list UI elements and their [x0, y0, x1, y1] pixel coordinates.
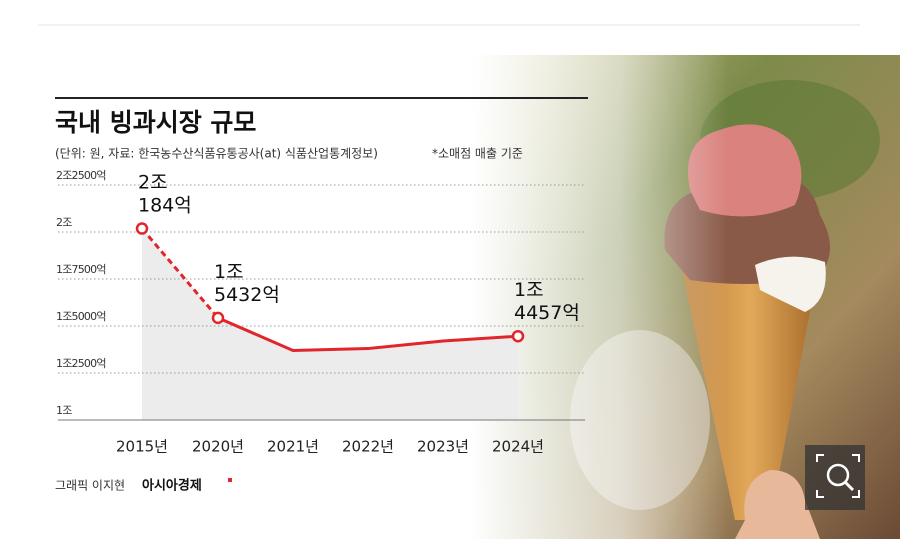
point — [211, 311, 225, 325]
y-tick-label: 1조5000억 — [56, 310, 106, 323]
point — [511, 329, 525, 343]
value-label: 1조 4457억 — [514, 279, 580, 324]
y-tick-label: 2조2500억 — [56, 169, 106, 182]
x-tick-label: 2023년 — [417, 438, 469, 456]
value-label-line: 1조 — [514, 279, 544, 301]
source-mark — [228, 478, 232, 482]
area — [142, 228, 518, 420]
line — [217, 316, 519, 352]
x-tick-label: 2024년 — [492, 438, 544, 456]
subtitle: (단위: 원, 자료: 한국농수산식품유통공사(at) 식품산업통계정보) — [55, 147, 378, 161]
y-tick-label: 1조 — [56, 404, 72, 417]
value-label-line: 2조 — [138, 171, 168, 193]
value-label-line: 1조 — [214, 260, 244, 282]
x-tick-label: 2020년 — [192, 438, 244, 456]
source: 아시아경제 — [142, 478, 202, 494]
y-tick-label: 1조2500억 — [56, 357, 106, 370]
chart-title: 국내 빙과시장 규모 — [55, 108, 256, 137]
value-label: 1조 5432억 — [214, 260, 280, 305]
value-label-line: 184억 — [138, 194, 192, 216]
x-tick-label: 2021년 — [267, 438, 319, 456]
photo — [470, 55, 900, 539]
x-tick-label: 2022년 — [342, 438, 394, 456]
note: *소매점 매출 기준 — [432, 147, 523, 161]
credit: 그래픽 이지현 — [55, 479, 125, 493]
value-label: 2조 184억 — [138, 171, 192, 216]
y-tick-label: 2조 — [56, 216, 72, 229]
value-label-line: 4457억 — [514, 302, 580, 324]
x-tick-label: 2015년 — [116, 438, 168, 456]
point — [135, 222, 149, 235]
y-tick-label: 1조7500억 — [56, 263, 106, 276]
value-label-line: 5432억 — [214, 283, 280, 305]
